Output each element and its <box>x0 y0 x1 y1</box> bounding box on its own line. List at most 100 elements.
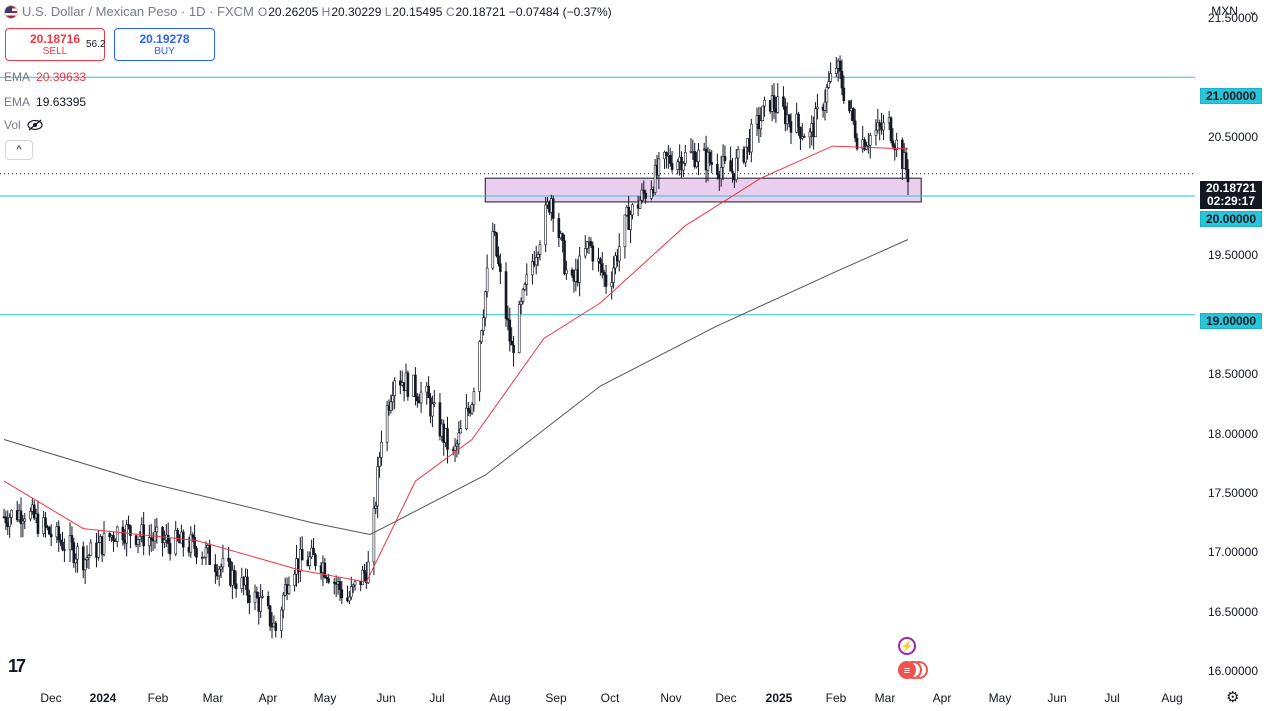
time-tick-label: Dec <box>40 691 62 705</box>
candle <box>232 565 236 589</box>
ema-fast-legend[interactable]: EMA 20.39633 <box>4 70 86 84</box>
candle <box>44 511 47 538</box>
candle <box>312 538 315 556</box>
candle <box>578 246 581 297</box>
candle <box>259 584 262 618</box>
candle <box>74 553 78 573</box>
currency-selector[interactable]: MXN ⌄ <box>1211 4 1258 18</box>
eye-hidden-icon[interactable] <box>27 119 43 131</box>
time-tick-label: Jul <box>429 691 445 705</box>
buy-button[interactable]: 20.19278 BUY <box>114 28 215 61</box>
candle <box>274 620 278 638</box>
candle <box>776 83 780 114</box>
economic-event-icon[interactable]: ≡ <box>898 661 916 679</box>
candle <box>617 233 621 272</box>
candle <box>427 376 430 399</box>
time-tick-label: Apr <box>258 691 278 705</box>
candle <box>519 297 523 314</box>
candle <box>829 62 832 84</box>
candle <box>668 147 672 167</box>
candle <box>823 89 827 121</box>
candle <box>380 430 383 466</box>
low-key: L <box>384 4 392 19</box>
candle <box>287 576 291 596</box>
candle <box>797 111 800 136</box>
ema-slow-value: 19.63395 <box>36 95 87 109</box>
candle <box>708 148 712 166</box>
candle <box>4 510 8 531</box>
current-price-value: 20.18721 <box>1205 181 1257 195</box>
time-tick-label: Feb <box>825 691 847 705</box>
candle <box>904 147 908 178</box>
candle <box>716 153 719 180</box>
candle <box>536 251 540 267</box>
candle <box>889 116 893 144</box>
candle <box>534 245 538 275</box>
candle <box>644 189 647 204</box>
candle <box>697 143 700 176</box>
symbol-title[interactable]: U.S. Dollar / Mexican Peso · 1D · FXCM <box>22 4 254 19</box>
candle <box>208 539 212 566</box>
sell-label: SELL <box>42 46 68 57</box>
candle <box>189 526 193 558</box>
candle <box>125 519 128 557</box>
candle <box>83 558 87 584</box>
candle <box>612 256 615 289</box>
candle <box>506 305 510 331</box>
candle <box>874 119 878 146</box>
candle <box>882 114 885 140</box>
time-tick-label: Sep <box>545 691 567 705</box>
countdown-value: 02:29:17 <box>1206 194 1256 208</box>
candle <box>102 521 106 557</box>
candle <box>563 234 566 276</box>
change-value: −0.07484 (−0.37%) <box>508 4 612 19</box>
close-value: 20.18721 <box>455 4 506 19</box>
lightning-event-icon[interactable]: ⚡ <box>898 637 916 655</box>
candle <box>63 538 66 562</box>
collapse-legend-button[interactable]: ^ <box>5 140 33 160</box>
candle <box>76 542 79 573</box>
candle <box>855 133 859 151</box>
candle <box>782 86 785 110</box>
candle <box>300 536 304 561</box>
time-tick-label: Dec <box>715 691 737 705</box>
candle <box>363 563 366 582</box>
candle <box>721 144 725 181</box>
candle <box>842 75 846 105</box>
candle <box>374 501 378 514</box>
candle <box>491 222 495 271</box>
candle <box>378 452 381 478</box>
time-tick-label: Mar <box>874 691 896 705</box>
candle <box>480 329 483 344</box>
volume-legend[interactable]: Vol <box>4 118 43 132</box>
candle <box>591 241 595 271</box>
candle <box>348 590 351 605</box>
candle <box>665 151 668 169</box>
price-tick-label: 16.00000 <box>1207 664 1258 679</box>
candle <box>906 159 910 196</box>
time-tick-label: Aug <box>489 691 511 705</box>
candle <box>432 389 436 408</box>
gear-icon[interactable]: ⚙ <box>1226 689 1240 706</box>
candle <box>431 395 434 428</box>
level-tag-21: 21.00000 <box>1200 88 1262 104</box>
candle <box>293 569 296 592</box>
candle <box>497 246 500 267</box>
candle <box>863 137 866 152</box>
sell-button[interactable]: 20.18716 SELL <box>5 28 105 61</box>
candle <box>772 83 776 119</box>
candle <box>744 146 747 167</box>
candle <box>466 401 470 416</box>
candle <box>670 151 674 173</box>
time-tick-label: May <box>988 691 1012 705</box>
ema-slow-legend[interactable]: EMA 19.63395 <box>4 95 86 109</box>
time-tick-label: Aug <box>1161 691 1183 705</box>
candle <box>204 541 208 565</box>
time-tick-label: May <box>313 691 337 705</box>
tradingview-logo[interactable]: 17 <box>8 656 26 676</box>
candle <box>891 128 895 149</box>
candle <box>168 538 172 561</box>
time-tick-label: Jun <box>376 691 396 705</box>
candle <box>85 545 89 569</box>
